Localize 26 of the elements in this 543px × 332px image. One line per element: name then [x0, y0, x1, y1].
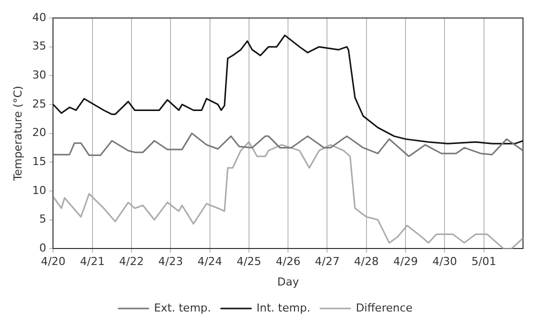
x-tick-label: 4/25 — [236, 255, 262, 268]
x-tick-label: 4/22 — [119, 255, 144, 268]
y-tick-label: 35 — [32, 40, 46, 53]
y-tick-label: 20 — [32, 126, 46, 140]
y-tick-label: 30 — [32, 68, 46, 82]
legend-label: Difference — [356, 301, 413, 314]
x-tick-label: 4/24 — [197, 255, 222, 268]
x-tick-label: 4/26 — [276, 255, 300, 268]
x-tick-label: 4/21 — [80, 255, 105, 268]
x-tick-label: 4/28 — [354, 255, 379, 268]
y-tick-label: 25 — [32, 97, 46, 110]
x-tick-label: 4/29 — [393, 255, 418, 268]
y-tick-label: 15 — [32, 154, 46, 168]
x-tick-label: 4/30 — [432, 255, 458, 268]
legend-label: Ext. temp. — [154, 301, 212, 314]
y-tick-label: 0 — [39, 241, 46, 254]
y-tick-label: 5 — [39, 212, 46, 226]
y-tick-label: 40 — [32, 10, 46, 24]
x-tick-label: 4/27 — [314, 255, 340, 268]
x-axis-title: Day — [277, 275, 300, 288]
x-tick-label: 4/23 — [158, 255, 183, 268]
y-axis-title: Temperature (°C) — [11, 86, 24, 182]
y-tick-label: 10 — [32, 184, 46, 197]
legend-label: Int. temp. — [256, 301, 310, 314]
x-tick-label: 4/20 — [40, 255, 66, 268]
x-tick-label: 5/01 — [472, 255, 496, 268]
